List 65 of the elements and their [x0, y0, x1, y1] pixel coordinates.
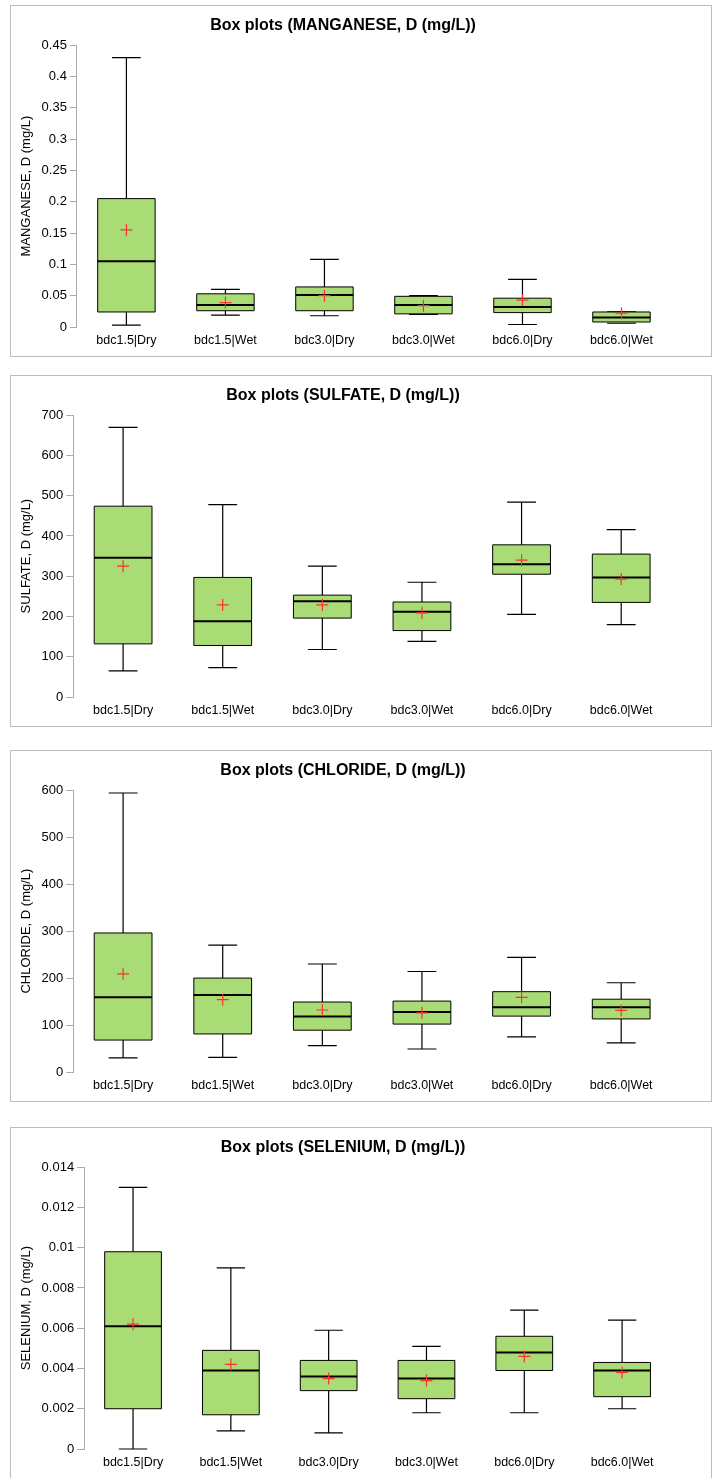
x-tick-label: bdc6.0|Wet [589, 702, 654, 717]
y-tick-label: 0.3 [48, 130, 67, 146]
x-tick-label: bdc1.5|Dry [96, 332, 158, 347]
chart-title: Box plots (CHLORIDE, D (mg/L)) [220, 761, 466, 779]
y-tick-label: 100 [41, 648, 64, 664]
chart-title: Box plots (SULFATE, D (mg/L)) [226, 386, 460, 404]
y-tick-label: 0.01 [48, 1239, 75, 1255]
y-tick-label: 0.2 [48, 193, 67, 209]
y-tick-label: 300 [41, 567, 64, 583]
y-tick-label: 0.1 [48, 255, 67, 271]
y-tick-label: 300 [41, 922, 64, 938]
x-tick-label: bdc1.5|Wet [191, 702, 255, 717]
y-tick-label: 700 [41, 406, 64, 422]
y-tick-label: 400 [41, 527, 64, 543]
y-axis-title: SELENIUM, D (mg/L) [18, 1245, 34, 1371]
x-tick-label: bdc3.0|Dry [292, 1077, 354, 1092]
y-tick-label: 0.004 [41, 1360, 75, 1376]
x-tick-label: bdc1.5|Wet [194, 332, 258, 347]
y-tick-label: 0 [66, 1440, 75, 1456]
y-tick-label: 0.4 [48, 68, 67, 84]
x-tick-label: bdc1.5|Dry [102, 1454, 164, 1469]
y-tick-label: 600 [41, 447, 64, 463]
x-tick-label: bdc3.0|Wet [390, 1077, 454, 1092]
x-tick-label: bdc1.5|Wet [191, 1077, 255, 1092]
x-tick-label: bdc3.0|Wet [390, 702, 454, 717]
x-tick-label: bdc6.0|Dry [491, 702, 553, 717]
chart-title: Box plots (SELENIUM, D (mg/L)) [220, 1138, 466, 1156]
y-tick-label: 500 [41, 828, 64, 844]
x-tick-label: bdc6.0|Dry [491, 1077, 553, 1092]
y-tick-label: 0 [59, 318, 67, 334]
chart-title: Box plots (MANGANESE, D (mg/L)) [210, 16, 476, 34]
y-tick-label: 500 [41, 487, 64, 503]
y-tick-label: 0 [56, 688, 64, 704]
y-tick-label: 0.05 [41, 287, 67, 303]
x-tick-label: bdc1.5|Dry [92, 1077, 154, 1092]
y-tick-label: 0.012 [41, 1199, 75, 1215]
y-tick-label: 100 [41, 1016, 64, 1032]
y-tick-label: 0.006 [41, 1319, 75, 1335]
y-axis-title: CHLORIDE, D (mg/L) [18, 868, 34, 994]
y-tick-label: 0.002 [41, 1400, 75, 1416]
x-tick-label: bdc1.5|Dry [92, 702, 154, 717]
x-tick-label: bdc6.0|Wet [589, 1077, 654, 1092]
x-tick-label: bdc6.0|Wet [590, 332, 654, 347]
y-tick-label: 200 [41, 969, 64, 985]
y-tick-label: 0.15 [41, 224, 67, 240]
y-tick-label: 0.008 [41, 1279, 75, 1295]
y-axis-title: MANGANESE, D (mg/L) [18, 115, 34, 257]
y-tick-label: 200 [41, 608, 64, 624]
x-tick-label: bdc6.0|Dry [492, 332, 554, 347]
x-tick-label: bdc1.5|Wet [199, 1454, 263, 1469]
y-tick-label: 0.25 [41, 162, 67, 178]
y-tick-label: 0.45 [41, 36, 67, 52]
x-tick-label: bdc3.0|Dry [298, 1454, 360, 1469]
y-tick-label: 600 [41, 781, 64, 797]
x-tick-label: bdc6.0|Dry [494, 1454, 556, 1469]
y-tick-label: 0 [56, 1063, 64, 1079]
y-tick-label: 0.014 [41, 1158, 75, 1174]
x-tick-label: bdc3.0|Wet [392, 332, 456, 347]
x-tick-label: bdc3.0|Dry [292, 702, 354, 717]
x-tick-label: bdc3.0|Dry [294, 332, 356, 347]
y-tick-label: 0.35 [41, 99, 67, 115]
y-tick-label: 400 [41, 875, 64, 891]
x-tick-label: bdc3.0|Wet [395, 1454, 459, 1469]
x-tick-label: bdc6.0|Wet [590, 1454, 655, 1469]
y-axis-title: SULFATE, D (mg/L) [18, 498, 34, 614]
